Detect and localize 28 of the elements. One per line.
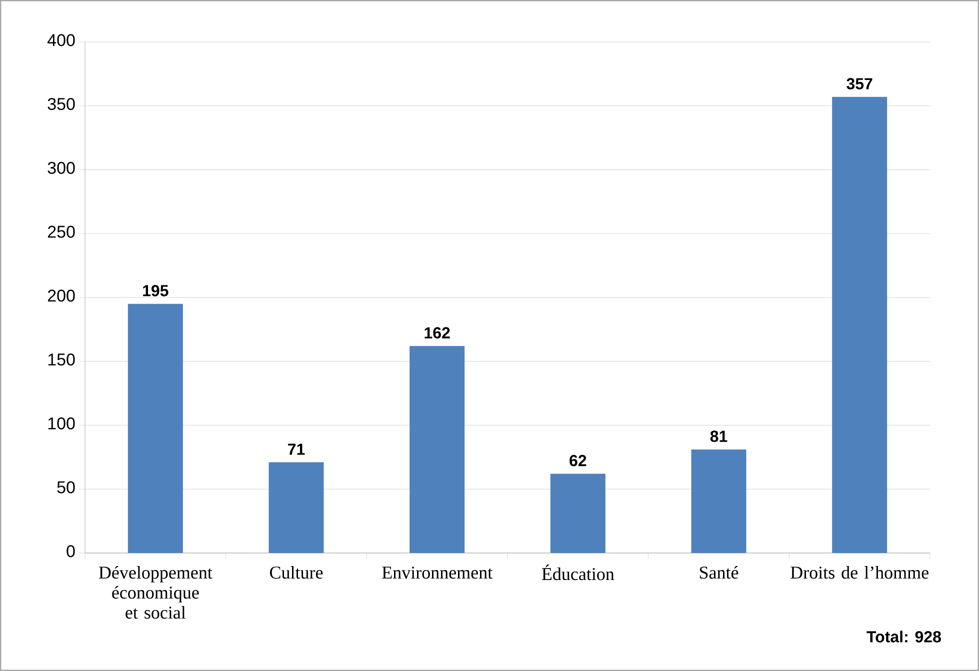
x-tick-label: Culture (270, 566, 323, 579)
data-label: 195 (143, 285, 168, 296)
x-tick-label: Santé (700, 566, 738, 579)
bar (550, 474, 606, 553)
text: Total: 928 (866, 630, 941, 642)
y-tick-label: 250 (48, 226, 75, 238)
y-tick-label: 100 (48, 417, 75, 430)
x-tick-label: Droits de l’homme (790, 566, 928, 579)
data-label: 81 (710, 430, 728, 442)
x-tick-label: Environnement (382, 566, 492, 579)
data-label: 62 (570, 454, 586, 466)
bar (128, 304, 183, 553)
y-tick-label: 200 (48, 290, 75, 302)
y-tick-label: 150 (48, 353, 75, 366)
x-tick-label: Éducation (542, 564, 614, 580)
data-label: 71 (288, 444, 305, 455)
x-tick-label: Développement économique et social (98, 566, 212, 619)
data-label: 357 (846, 78, 872, 90)
bar (832, 96, 888, 553)
y-tick-label: 50 (57, 481, 75, 494)
bar (691, 450, 746, 553)
bar (410, 346, 465, 553)
y-tick-label: 350 (48, 98, 75, 110)
data-label: 162 (424, 327, 450, 338)
bar (268, 462, 324, 553)
y-tick-label: 300 (48, 162, 75, 174)
y-tick-label: 0 (66, 545, 75, 558)
y-tick-label: 400 (48, 34, 75, 46)
